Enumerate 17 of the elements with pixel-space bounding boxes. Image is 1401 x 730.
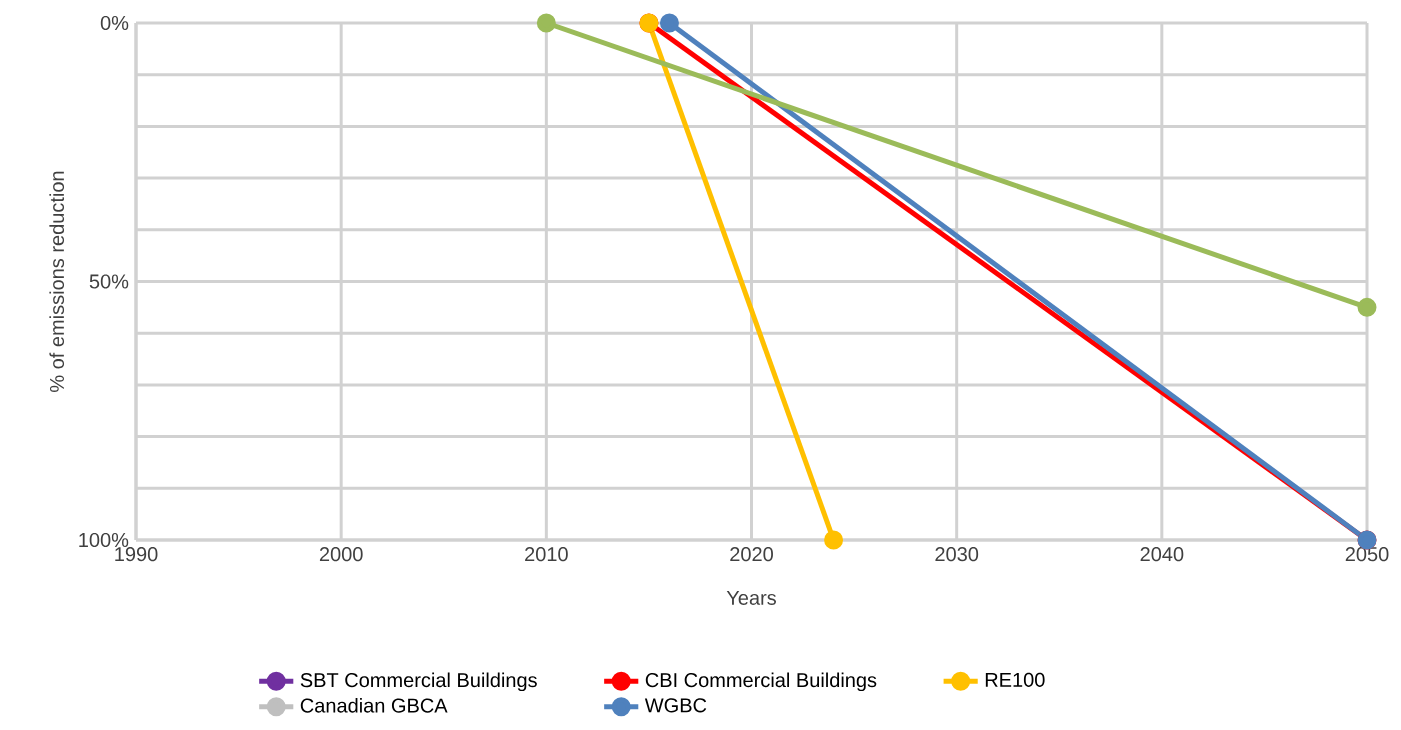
x-tick-label: 2040 — [1140, 547, 1184, 562]
y-tick-label: 100% — [79, 532, 129, 548]
legend-label: Canadian GBCA — [300, 697, 448, 713]
y-tick-label: 0% — [100, 15, 129, 31]
x-tick-label: 2020 — [730, 547, 773, 562]
y-tick-label: 50% — [89, 274, 129, 289]
legend-label: SBT Commercial Buildings — [300, 672, 537, 692]
x-tick-label: 2010 — [525, 547, 568, 562]
legend-label: WGBC — [644, 698, 707, 713]
x-tick-label: 1990 — [115, 547, 158, 562]
y-axis-title: % of emissions reduction — [49, 171, 65, 392]
legend-label: RE100 — [985, 672, 1045, 687]
x-tick-label: 2000 — [319, 547, 363, 562]
x-tick-label: 2030 — [935, 547, 979, 562]
x-axis-title: Years — [726, 590, 777, 605]
legend-label: CBI Commercial Buildings — [645, 672, 877, 692]
x-tick-label: 2050 — [1345, 547, 1389, 562]
